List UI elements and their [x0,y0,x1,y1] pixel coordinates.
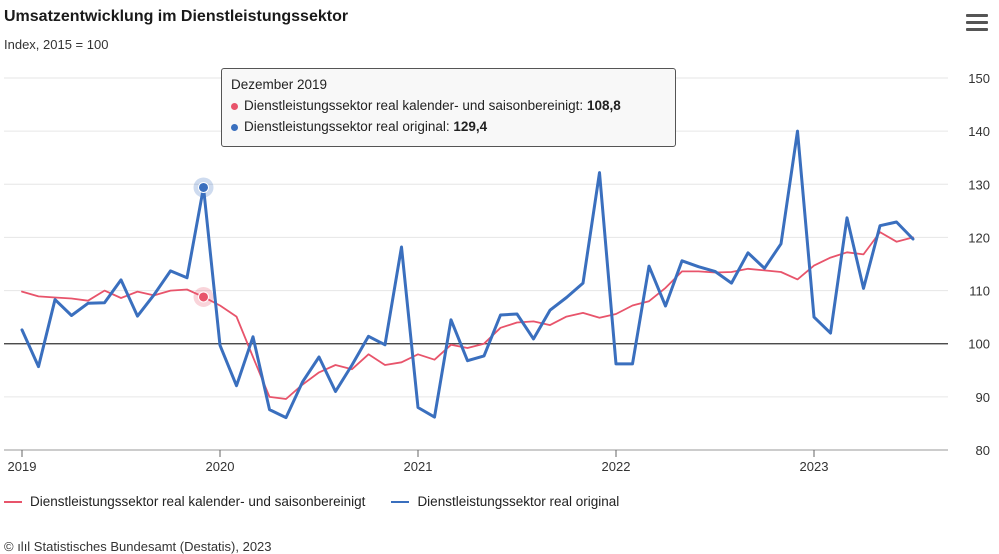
original-dot-icon [231,123,238,131]
chart-title: Umsatzentwicklung im Dienstleistungssekt… [4,8,349,25]
y-axis: 80 90 100 110 120 130 140 150 [968,71,990,458]
x-tick-label-2019: 2019 [8,459,37,474]
tooltip-value-adjusted: 108,8 [586,98,621,113]
tooltip-label-original: Dienstleistungssektor real original: [244,119,450,134]
legend-label-original: Dienstleistungssektor real original [417,494,620,509]
y-tick-label-90: 90 [976,390,990,405]
series-line-original [20,129,915,420]
tooltip-line-adjusted: Dienstleistungssektor real kalender- und… [231,98,666,113]
tooltip-line-original: Dienstleistungssektor real original: 129… [231,119,666,134]
series-line-adjusted [21,231,914,400]
tooltip-label-adjusted: Dienstleistungssektor real kalender- und… [244,98,584,113]
highlight-markers [193,177,214,307]
tooltip-heading: Dezember 2019 [231,77,328,92]
x-tick-label-2020: 2020 [206,459,235,474]
series-lines [20,129,915,420]
tooltip: Dezember 2019 Dienstleistungssektor real… [221,68,676,147]
y-tick-label-130: 130 [968,177,990,192]
y-tick-label-110: 110 [969,284,990,299]
x-tick-label-2023: 2023 [800,459,829,474]
legend-item-original[interactable]: Dienstleistungssektor real original [391,494,619,509]
adjusted-dot-icon [231,102,238,110]
y-tick-label-120: 120 [968,230,990,245]
tooltip-value-original: 129,4 [453,119,488,134]
legend: Dienstleistungssektor real kalender- und… [4,494,619,509]
chart-subtitle: Index, 2015 = 100 [4,37,109,52]
y-tick-label-80: 80 [976,443,990,458]
highlight-point-original [198,181,209,193]
x-axis: 2019 2020 2021 2022 2023 [8,450,829,474]
source-credit: © ılıl Statistisches Bundesamt (Destatis… [4,539,272,554]
legend-label-adjusted: Dienstleistungssektor real kalender- und… [30,494,366,509]
y-tick-label-100: 100 [968,337,990,352]
legend-swatch-original [391,500,410,503]
legend-swatch-adjusted [4,500,22,503]
y-tick-label-150: 150 [968,71,990,86]
highlight-point-adjusted [198,291,209,303]
x-tick-label-2021: 2021 [404,459,433,474]
menu-icon[interactable] [966,14,988,32]
y-tick-label-140: 140 [968,124,990,139]
legend-item-adjusted[interactable]: Dienstleistungssektor real kalender- und… [4,494,365,509]
x-tick-label-2022: 2022 [602,459,631,474]
